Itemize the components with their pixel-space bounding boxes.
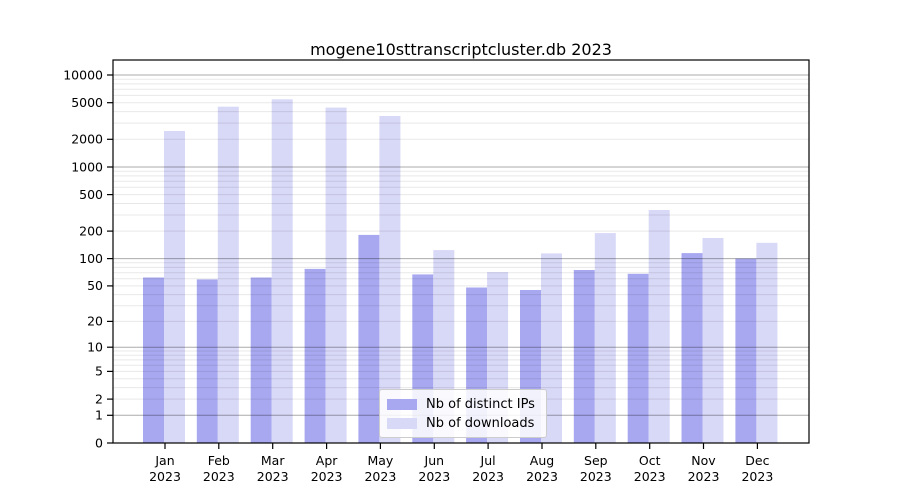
bar-distinct-ips-jan xyxy=(143,277,164,443)
bar-distinct-ips-feb xyxy=(196,279,218,443)
y-tick-label: 5000 xyxy=(71,95,103,110)
x-tick-label-month: Oct xyxy=(639,453,661,468)
y-tick-label: 20 xyxy=(87,314,103,329)
bar-downloads-apr xyxy=(325,107,347,443)
bar-downloads-dec xyxy=(756,242,778,443)
bar-distinct-ips-oct xyxy=(627,273,649,443)
x-tick-label-month: Sep xyxy=(584,453,608,468)
x-tick-label-year: 2023 xyxy=(472,469,504,484)
y-tick-label: 10000 xyxy=(63,67,103,82)
y-tick-label: 2000 xyxy=(71,132,103,147)
x-tick-label-year: 2023 xyxy=(688,469,720,484)
x-tick-label-month: Apr xyxy=(316,453,338,468)
x-tick-label-month: Nov xyxy=(691,453,716,468)
y-tick-label: 10 xyxy=(87,340,103,355)
x-tick-label-year: 2023 xyxy=(311,469,343,484)
plot-border xyxy=(112,59,810,444)
legend-swatch-distinct-ips xyxy=(387,398,417,410)
bar-downloads-nov xyxy=(702,238,724,443)
y-tick-label: 2 xyxy=(95,391,103,406)
chart-title: mogene10sttranscriptcluster.db 2023 xyxy=(310,40,612,59)
y-tick-label: 500 xyxy=(79,187,103,202)
bar-distinct-ips-may xyxy=(358,234,380,443)
x-tick-label-month: Aug xyxy=(530,453,554,468)
y-tick-label: 5 xyxy=(95,364,103,379)
x-tick-label-year: 2023 xyxy=(203,469,235,484)
y-tick-label: 100 xyxy=(79,251,103,266)
bar-downloads-feb xyxy=(217,106,239,443)
bar-downloads-may xyxy=(379,116,401,443)
bar-distinct-ips-mar xyxy=(250,277,272,443)
bar-downloads-oct xyxy=(648,210,670,443)
legend-label-downloads: Nb of downloads xyxy=(426,415,535,431)
y-tick-label: 200 xyxy=(79,223,103,238)
legend: Nb of distinct IPs Nb of downloads xyxy=(379,389,547,438)
bar-distinct-ips-sep xyxy=(573,270,595,443)
x-tick-label-year: 2023 xyxy=(741,469,773,484)
bar-distinct-ips-dec xyxy=(735,258,757,443)
bar-downloads-jan xyxy=(164,131,185,443)
x-tick-label-year: 2023 xyxy=(418,469,450,484)
x-tick-label-month: Feb xyxy=(208,453,230,468)
x-tick-label-year: 2023 xyxy=(634,469,666,484)
x-tick-label-year: 2023 xyxy=(364,469,396,484)
y-tick-label: 1 xyxy=(95,408,103,423)
bar-distinct-ips-apr xyxy=(304,268,326,443)
x-tick-label-month: Jan xyxy=(154,453,174,468)
legend-item-downloads: Nb of downloads xyxy=(387,417,546,430)
x-tick-label-month: May xyxy=(367,453,393,468)
bar-distinct-ips-nov xyxy=(681,253,703,443)
bar-downloads-mar xyxy=(271,99,293,444)
legend-swatch-downloads xyxy=(387,417,417,429)
y-tick-label: 50 xyxy=(87,278,103,293)
x-tick-label-month: Dec xyxy=(745,453,769,468)
x-tick-label-year: 2023 xyxy=(257,469,289,484)
bar-downloads-sep xyxy=(594,233,616,443)
x-tick-label-month: Jun xyxy=(424,453,445,468)
x-tick-label-year: 2023 xyxy=(526,469,558,484)
legend-item-distinct-ips: Nb of distinct IPs xyxy=(387,398,546,411)
y-tick-label: 0 xyxy=(95,435,103,450)
x-tick-label-year: 2023 xyxy=(149,469,181,484)
y-tick-label: 1000 xyxy=(71,159,103,174)
x-tick-label-month: Mar xyxy=(261,453,285,468)
x-tick-label-year: 2023 xyxy=(580,469,612,484)
x-tick-label-month: Jul xyxy=(480,453,496,468)
legend-label-distinct-ips: Nb of distinct IPs xyxy=(426,396,535,412)
